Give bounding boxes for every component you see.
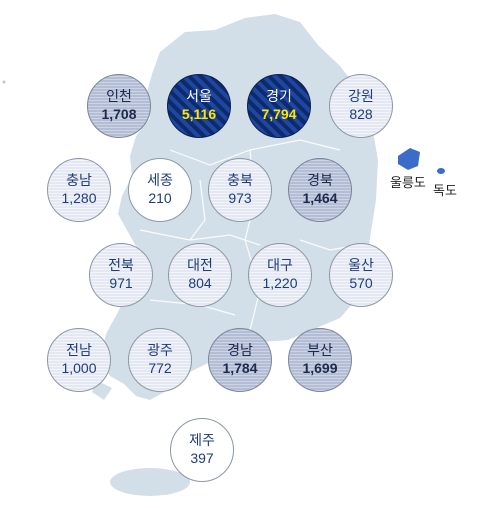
- region-bubble-jeonbuk[interactable]: 전북 971: [89, 243, 153, 307]
- region-bubble-incheon[interactable]: 인천 1,708: [87, 74, 151, 138]
- region-value: 7,794: [261, 106, 297, 122]
- region-bubble-chungbuk[interactable]: 충북 973: [208, 158, 272, 222]
- region-bubble-jeonnam[interactable]: 전남 1,000: [47, 328, 111, 392]
- region-name: 충남: [66, 172, 92, 188]
- dokdo-shape: [437, 168, 445, 174]
- region-value: 772: [148, 360, 172, 376]
- region-name: 대구: [267, 257, 293, 273]
- region-value: 1,708: [101, 106, 137, 122]
- region-name: 인천: [106, 88, 132, 104]
- region-value: 397: [190, 450, 214, 466]
- region-value: 1,784: [222, 360, 258, 376]
- region-bubble-gwangju[interactable]: 광주 772: [128, 328, 192, 392]
- region-value: 570: [349, 275, 373, 291]
- region-name: 제주: [189, 432, 215, 448]
- region-name: 경남: [227, 342, 253, 358]
- jeju-island: [110, 468, 190, 496]
- region-bubble-daejeon[interactable]: 대전 804: [168, 243, 232, 307]
- dokdo-label: 독도: [433, 183, 457, 198]
- region-bubble-gyeonggi[interactable]: 경기 7,794: [247, 74, 311, 138]
- region-name: 경북: [307, 172, 333, 188]
- region-value: 1,000: [61, 360, 97, 376]
- region-bubble-busan[interactable]: 부산 1,699: [288, 328, 352, 392]
- region-name: 서울: [186, 88, 212, 104]
- small-island-dot: [2, 80, 6, 84]
- region-value: 973: [228, 190, 252, 206]
- region-name: 전북: [108, 257, 134, 273]
- region-bubble-gyeongbuk[interactable]: 경북 1,464: [288, 158, 352, 222]
- region-name: 세종: [147, 172, 173, 188]
- region-bubble-seoul[interactable]: 서울 5,116: [167, 74, 231, 138]
- region-value: 1,464: [302, 190, 338, 206]
- region-value: 5,116: [181, 106, 217, 122]
- region-value: 210: [148, 190, 172, 206]
- region-name: 광주: [147, 342, 173, 358]
- region-name: 대전: [187, 257, 213, 273]
- region-bubble-chungnam[interactable]: 충남 1,280: [47, 158, 111, 222]
- region-name: 충북: [227, 172, 253, 188]
- region-bubble-daegu[interactable]: 대구 1,220: [248, 243, 312, 307]
- region-value: 971: [109, 275, 133, 291]
- region-bubble-jeju[interactable]: 제주 397: [170, 418, 234, 482]
- region-name: 전남: [66, 342, 92, 358]
- region-bubble-gangwon[interactable]: 강원 828: [329, 74, 393, 138]
- region-bubble-ulsan[interactable]: 울산 570: [329, 243, 393, 307]
- region-name: 경기: [266, 88, 292, 104]
- region-value: 804: [188, 275, 212, 291]
- region-name: 부산: [307, 342, 333, 358]
- region-value: 1,699: [302, 360, 338, 376]
- region-bubble-gyeongnam[interactable]: 경남 1,784: [208, 328, 272, 392]
- region-name: 강원: [348, 88, 374, 104]
- region-value: 828: [349, 106, 373, 122]
- ulleungdo-label: 울릉도: [390, 175, 426, 190]
- region-value: 1,280: [61, 190, 97, 206]
- region-value: 1,220: [262, 275, 298, 291]
- region-name: 울산: [348, 257, 374, 273]
- region-bubble-sejong[interactable]: 세종 210: [128, 158, 192, 222]
- ulleungdo-shape: [398, 148, 420, 170]
